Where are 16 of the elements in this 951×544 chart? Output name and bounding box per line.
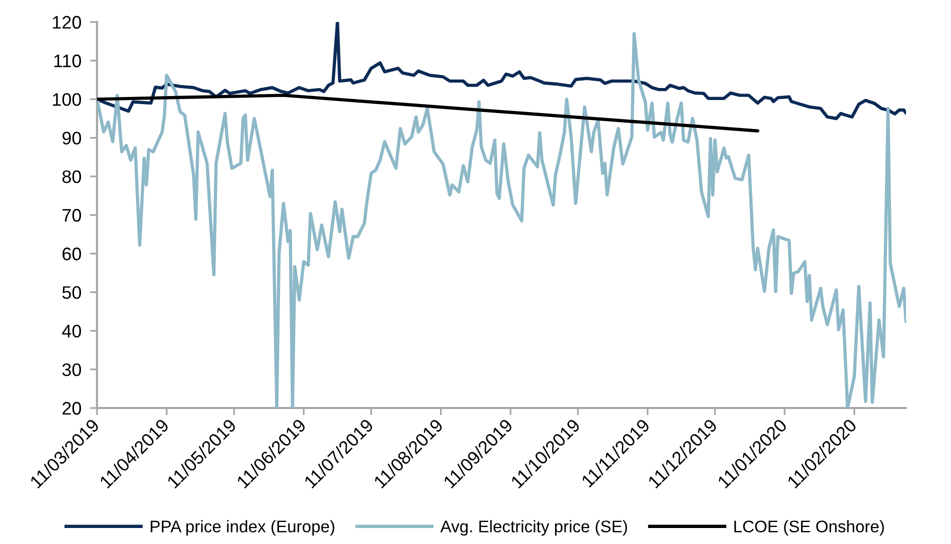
y-tick-label: 30: [62, 363, 82, 376]
y-tick-label: 120: [52, 16, 82, 29]
legend-label: LCOE (SE Onshore): [734, 520, 884, 536]
line-series: [97, 94, 760, 132]
line-series: [97, 22, 906, 120]
y-tick-label: 80: [62, 170, 82, 184]
legend-label: PPA price index (Europe): [150, 520, 334, 536]
y-tick-label: 50: [62, 286, 82, 299]
y-tick-label: 100: [52, 93, 82, 106]
y-tick-label: 110: [54, 54, 82, 68]
y-tick-label: 60: [62, 248, 82, 260]
y-tick-label: 70: [62, 208, 82, 222]
y-tick-label: 90: [62, 132, 82, 145]
y-tick-label: 20: [62, 402, 82, 415]
legend-label: Avg. Electricity price (SE): [440, 520, 627, 536]
y-tick-label: 40: [62, 324, 82, 338]
